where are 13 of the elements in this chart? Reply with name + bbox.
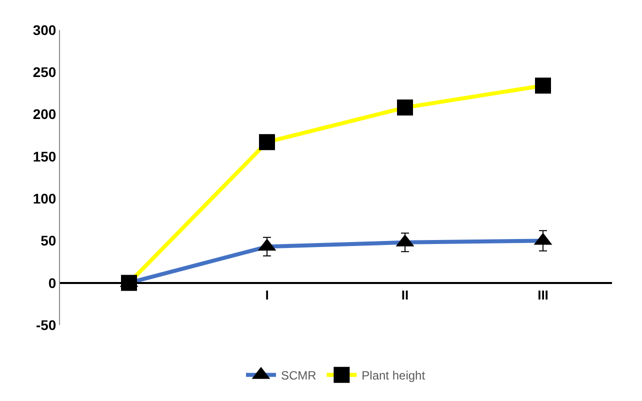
x-tick-label: III [538, 287, 548, 302]
y-tick-label: 150 [32, 148, 56, 164]
x-tick-label: I [265, 287, 269, 302]
legend-label: SCMR [281, 368, 317, 383]
x-tick-label: II [401, 287, 409, 302]
y-tick-label: 0 [48, 274, 56, 291]
y-tick-label: 250 [32, 64, 56, 80]
y-tick-label: 300 [32, 22, 56, 38]
legend-label: Plant height [362, 368, 426, 383]
y-tick-label: -50 [36, 316, 56, 333]
y-tick-label: 200 [32, 106, 56, 122]
y-tick-label: 50 [40, 232, 56, 249]
y-tick-label: 100 [32, 190, 56, 206]
